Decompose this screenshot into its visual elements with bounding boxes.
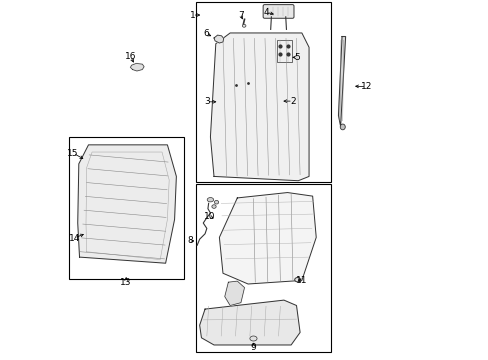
Text: 8: 8 [187,237,192,246]
Polygon shape [214,35,223,43]
Bar [196,3,330,182]
Ellipse shape [207,198,213,202]
Ellipse shape [242,24,245,27]
Text: 11: 11 [296,276,307,285]
Polygon shape [219,193,316,284]
Text: 15: 15 [67,149,79,158]
Text: 2: 2 [289,96,295,105]
Ellipse shape [294,278,300,282]
Polygon shape [130,63,144,71]
Ellipse shape [211,205,216,208]
Text: 9: 9 [250,343,256,352]
Bar [196,184,330,352]
Text: 5: 5 [294,53,300,62]
Text: 10: 10 [203,212,215,221]
Polygon shape [78,145,176,263]
Text: 4: 4 [263,8,268,17]
Polygon shape [338,37,345,126]
Text: 13: 13 [120,278,132,287]
FancyBboxPatch shape [263,5,293,18]
Polygon shape [224,281,244,306]
Text: 7: 7 [238,10,244,19]
Text: 14: 14 [68,234,80,243]
Text: 3: 3 [203,97,209,106]
Polygon shape [210,33,308,181]
Ellipse shape [214,201,218,204]
Ellipse shape [340,124,345,130]
Text: 16: 16 [124,52,136,61]
Polygon shape [199,300,300,345]
Ellipse shape [249,336,257,341]
Text: 1: 1 [189,10,195,19]
Text: 6: 6 [203,29,208,38]
Bar [276,40,291,62]
Bar [69,137,183,279]
Text: 12: 12 [360,82,371,91]
